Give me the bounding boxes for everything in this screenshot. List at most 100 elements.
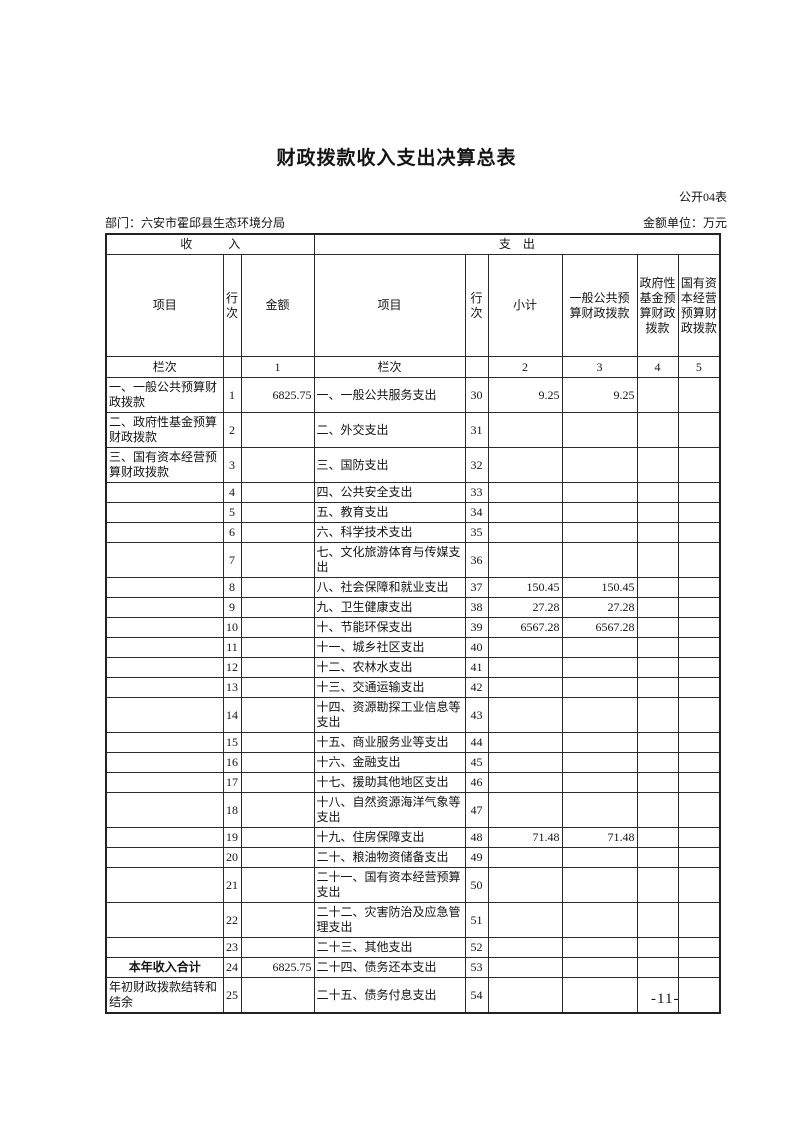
cell-r12-c7 [636, 657, 679, 678]
cell-r24-c8 [677, 957, 721, 978]
cell-r18-c4: 47 [464, 792, 489, 828]
cell-r24-c3: 二十四、债务还本支出 [313, 957, 466, 978]
table-row: 5 五、教育支出 34 [105, 502, 721, 523]
table-row: 23 二十三、其他支出 52 [105, 937, 721, 958]
lane-exp-rowno [464, 356, 489, 378]
cell-r21-c4: 50 [464, 867, 489, 903]
cell-r10-c0 [105, 617, 224, 638]
cell-r22-c8 [677, 902, 721, 938]
cell-r18-c1: 18 [222, 792, 242, 828]
cell-r6-c1: 6 [222, 522, 242, 543]
cell-r14-c6 [561, 697, 638, 733]
cell-r4-c6 [561, 482, 638, 503]
column-header-row: 项目 行次 金额 项目 行次 小计 一般公共预算财政拨款 政府性基金预算财政拨款… [105, 254, 721, 357]
cell-r14-c5 [487, 697, 563, 733]
table-row: 18 十八、自然资源海洋气象等支出 47 [105, 792, 721, 828]
cell-r13-c6 [561, 677, 638, 698]
cell-r15-c7 [636, 732, 679, 753]
table-row: 8 八、社会保障和就业支出 37 150.45 150.45 [105, 577, 721, 598]
table-row: 21 二十一、国有资本经营预算支出 50 [105, 867, 721, 903]
cell-r4-c1: 4 [222, 482, 242, 503]
table-row: 10 十、节能环保支出 39 6567.28 6567.28 [105, 617, 721, 638]
cell-r24-c6 [561, 957, 638, 978]
cell-r20-c8 [677, 847, 721, 868]
cell-r1-c0: 一、一般公共预算财政拨款 [105, 377, 224, 413]
department-label: 部门：六安市霍邱县生态环境分局 [105, 216, 286, 230]
table-header: 收 入 支 出 项目 行次 金额 项目 行次 小计 一般公共预算财政拨款 政府性… [105, 233, 721, 378]
expenditure-section-header: 支 出 [313, 233, 721, 255]
cell-r24-c0: 本年收入合计 [105, 957, 224, 978]
cell-r1-c6: 9.25 [561, 377, 638, 413]
cell-r9-c7 [636, 597, 679, 618]
cell-r5-c0 [105, 502, 224, 523]
cell-r22-c6 [561, 902, 638, 938]
col-header-state-capital: 国有资本经营预算财政拨款 [677, 254, 721, 357]
cell-r17-c2 [240, 772, 315, 793]
meta-row: 部门：六安市霍邱县生态环境分局 金额单位：万元 [105, 214, 727, 231]
cell-r2-c1: 2 [222, 412, 242, 448]
cell-r23-c8 [677, 937, 721, 958]
cell-r3-c3: 三、国防支出 [313, 447, 466, 483]
cell-r4-c7 [636, 482, 679, 503]
cell-r13-c2 [240, 677, 315, 698]
table-tag: 公开04表 [678, 190, 727, 204]
lane-income-rowno [222, 356, 242, 378]
cell-r17-c4: 46 [464, 772, 489, 793]
cell-r13-c8 [677, 677, 721, 698]
cell-r7-c6 [561, 542, 638, 578]
fiscal-table: 收 入 支 出 项目 行次 金额 项目 行次 小计 一般公共预算财政拨款 政府性… [105, 233, 722, 1014]
lane-income-amount: 1 [240, 356, 315, 378]
cell-r17-c8 [677, 772, 721, 793]
cell-r15-c8 [677, 732, 721, 753]
cell-r12-c6 [561, 657, 638, 678]
cell-r15-c1: 15 [222, 732, 242, 753]
cell-r10-c4: 39 [464, 617, 489, 638]
cell-r14-c7 [636, 697, 679, 733]
cell-r3-c8 [677, 447, 721, 483]
cell-r19-c3: 十九、住房保障支出 [313, 827, 466, 848]
cell-r23-c2 [240, 937, 315, 958]
cell-r16-c7 [636, 752, 679, 773]
cell-r13-c5 [487, 677, 563, 698]
cell-r22-c4: 51 [464, 902, 489, 938]
cell-r5-c6 [561, 502, 638, 523]
cell-r13-c0 [105, 677, 224, 698]
cell-r1-c7 [636, 377, 679, 413]
cell-r11-c1: 11 [222, 637, 242, 658]
cell-r2-c3: 二、外交支出 [313, 412, 466, 448]
table-row: 17 十七、援助其他地区支出 46 [105, 772, 721, 793]
cell-r18-c6 [561, 792, 638, 828]
cell-r6-c7 [636, 522, 679, 543]
cell-r9-c0 [105, 597, 224, 618]
table-row: 12 十二、农林水支出 41 [105, 657, 721, 678]
cell-r15-c0 [105, 732, 224, 753]
cell-r20-c5 [487, 847, 563, 868]
cell-r14-c2 [240, 697, 315, 733]
cell-r23-c4: 52 [464, 937, 489, 958]
cell-r10-c5: 6567.28 [487, 617, 563, 638]
cell-r2-c2 [240, 412, 315, 448]
cell-r11-c2 [240, 637, 315, 658]
cell-r21-c8 [677, 867, 721, 903]
cell-r10-c8 [677, 617, 721, 638]
lane-number-row: 栏次 1 栏次 2 3 4 5 [105, 356, 721, 378]
cell-r23-c0 [105, 937, 224, 958]
cell-r8-c5: 150.45 [487, 577, 563, 598]
cell-r7-c1: 7 [222, 542, 242, 578]
cell-r19-c5: 71.48 [487, 827, 563, 848]
table-row: 9 九、卫生健康支出 38 27.28 27.28 [105, 597, 721, 618]
cell-r1-c4: 30 [464, 377, 489, 413]
cell-r24-c7 [636, 957, 679, 978]
cell-r12-c2 [240, 657, 315, 678]
cell-r12-c5 [487, 657, 563, 678]
cell-r25-c1: 25 [222, 977, 242, 1014]
income-section-header: 收 入 [105, 233, 315, 255]
cell-r14-c8 [677, 697, 721, 733]
cell-r4-c0 [105, 482, 224, 503]
cell-r3-c6 [561, 447, 638, 483]
cell-r5-c4: 34 [464, 502, 489, 523]
cell-r19-c1: 19 [222, 827, 242, 848]
cell-r14-c4: 43 [464, 697, 489, 733]
cell-r15-c5 [487, 732, 563, 753]
